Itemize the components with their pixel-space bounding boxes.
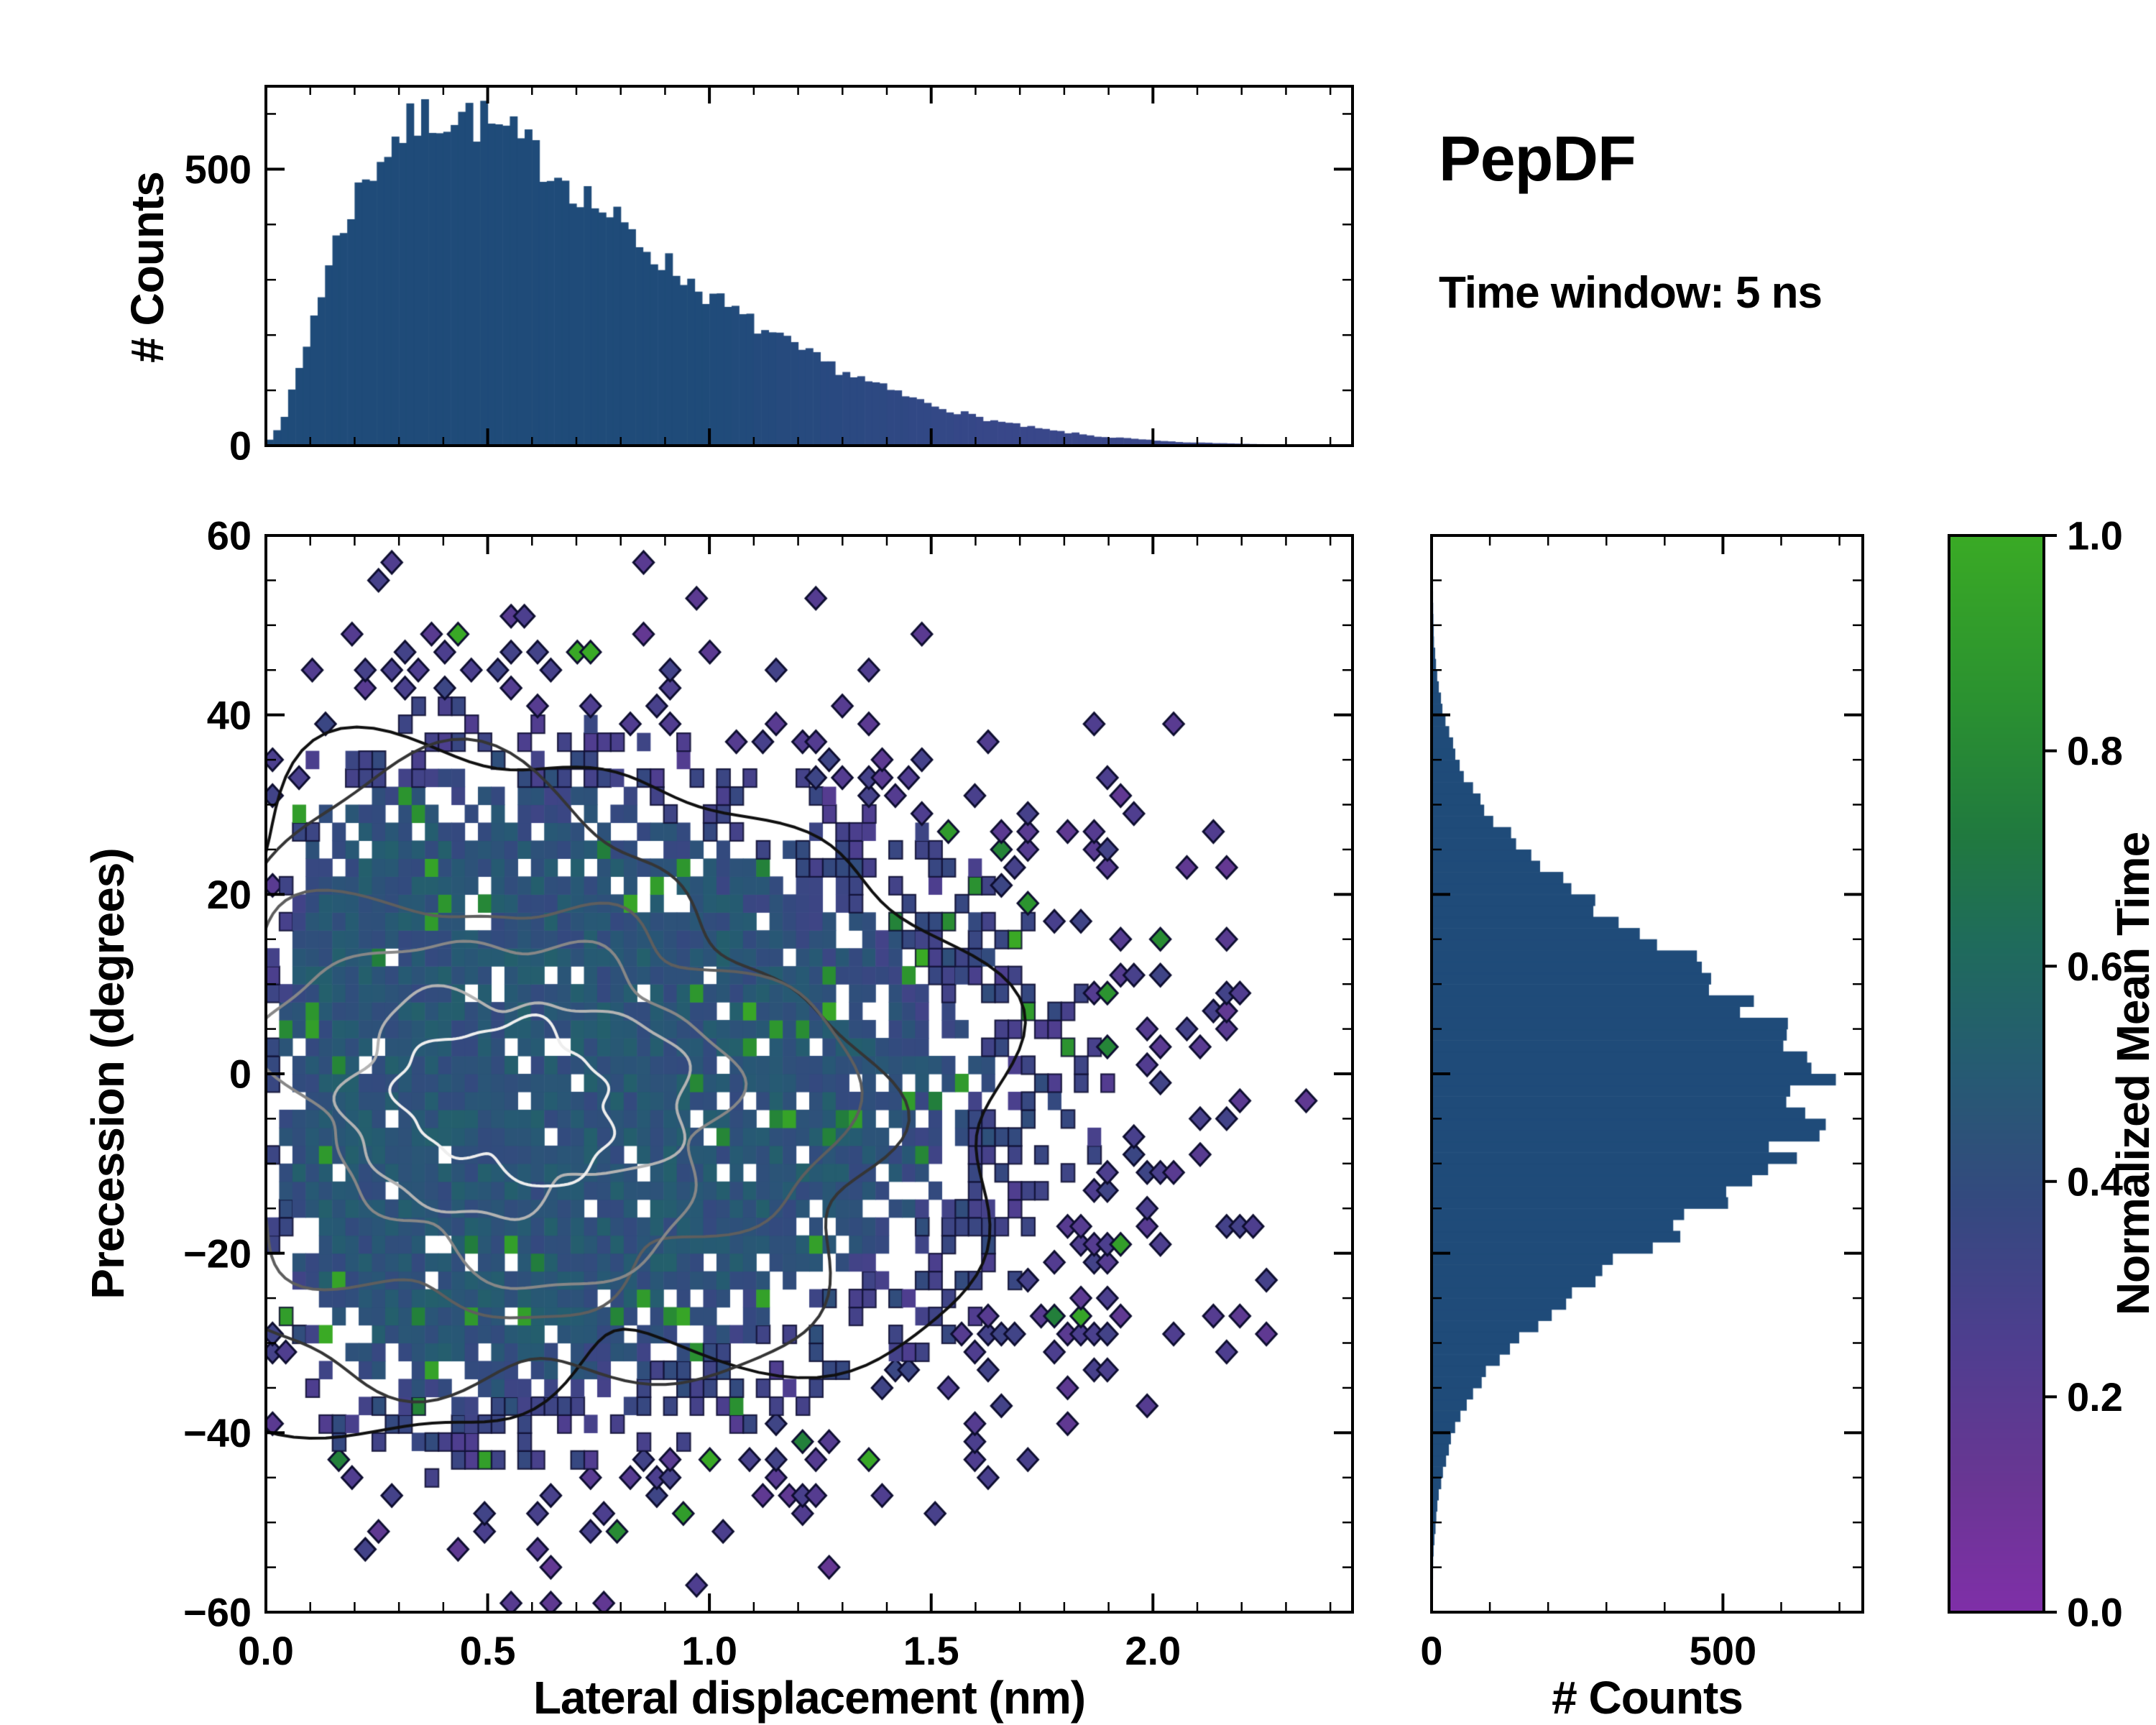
- colorbar-gradient: [1949, 535, 2044, 1612]
- svg-text:−20: −20: [183, 1230, 252, 1276]
- colorbar-label: Normalized Mean Time: [2107, 832, 2156, 1316]
- svg-text:−60: −60: [183, 1590, 252, 1635]
- svg-text:1.0: 1.0: [681, 1628, 737, 1673]
- main-ylabel: Precession (degrees): [82, 848, 134, 1300]
- svg-text:0: 0: [1420, 1628, 1442, 1673]
- main-heatmap-canvas: [266, 535, 1353, 1612]
- svg-text:1.5: 1.5: [903, 1628, 959, 1673]
- main-xlabel: Lateral displacement (nm): [533, 1672, 1086, 1724]
- svg-text:0.5: 0.5: [460, 1628, 516, 1673]
- top-ylabel: # Counts: [121, 172, 173, 363]
- svg-text:−40: −40: [183, 1410, 252, 1455]
- svg-text:500: 500: [185, 147, 252, 192]
- svg-text:0.8: 0.8: [2067, 728, 2123, 773]
- figure-title: PepDF: [1439, 123, 1636, 194]
- figure-subtitle: Time window: 5 ns: [1439, 268, 1823, 318]
- svg-text:0.0: 0.0: [238, 1628, 294, 1673]
- right-xlabel: # Counts: [1552, 1672, 1743, 1724]
- right-histogram-canvas: [1432, 535, 1863, 1612]
- svg-text:60: 60: [207, 513, 252, 558]
- svg-text:40: 40: [207, 692, 252, 737]
- svg-text:20: 20: [207, 872, 252, 917]
- svg-text:0: 0: [229, 423, 252, 469]
- svg-text:0.0: 0.0: [2067, 1590, 2123, 1635]
- svg-text:1.0: 1.0: [2067, 513, 2123, 558]
- top-histogram-canvas: [266, 86, 1353, 446]
- svg-text:0.2: 0.2: [2067, 1374, 2123, 1420]
- svg-text:2.0: 2.0: [1125, 1628, 1181, 1673]
- svg-text:0: 0: [229, 1052, 252, 1097]
- svg-text:500: 500: [1690, 1628, 1756, 1673]
